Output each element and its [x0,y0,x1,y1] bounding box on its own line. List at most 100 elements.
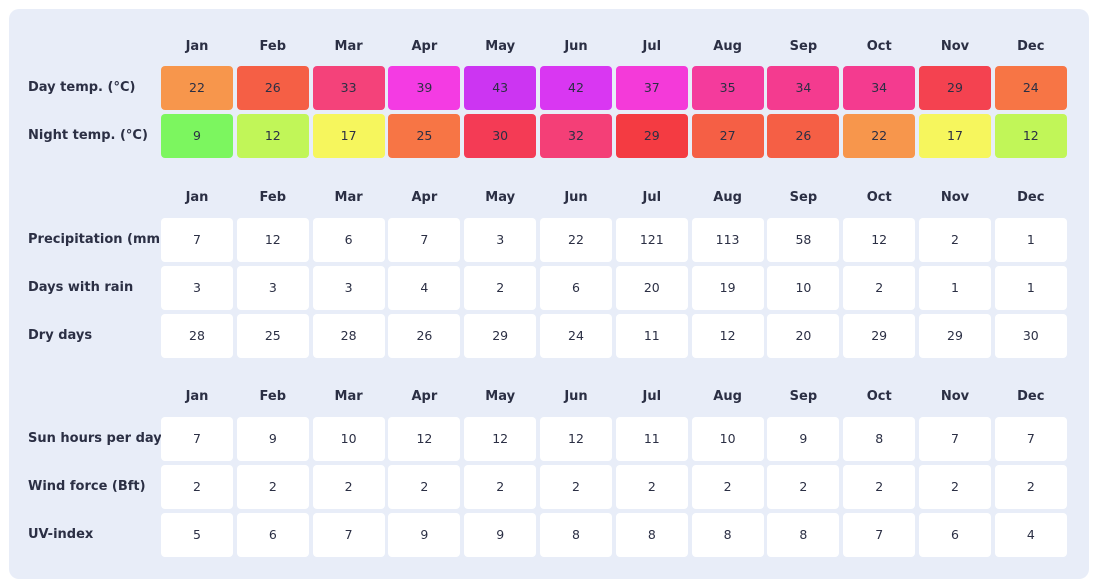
cell-mar: 33 [312,66,385,110]
cell-mar: 7 [312,513,385,557]
cell-dec: 12 [994,114,1067,158]
cell-dec: 24 [994,66,1067,110]
night-temp-row: Night temp. (°C) 9 12 17 25 30 32 29 27 26 22 17 12 [9,114,1089,158]
month-header-mar: Mar [334,389,363,404]
row-label: Day temp. (°C) [28,80,136,95]
cell-jan: 7 [161,218,233,262]
cell-may: 9 [464,513,537,557]
uv-index-row: UV-index 5 6 7 9 9 8 8 8 8 7 6 4 [9,513,1089,557]
month-header-jun: Jun [564,389,588,404]
month-header-dec: Dec [1017,190,1045,205]
cell-apr: 7 [388,218,461,262]
month-header-feb: Feb [259,190,287,205]
month-header-nov: Nov [940,39,970,54]
month-header-may: May [485,190,516,205]
cell-aug: 19 [691,266,764,310]
precipitation-row: Precipitation (mm) 7 12 6 7 3 22 121 113 58 12 2 1 [9,218,1089,262]
month-header-jul: Jul [642,39,662,54]
cell-jul: 37 [615,66,688,110]
cell-jun: 42 [540,66,612,110]
month-header-dec: Dec [1017,389,1045,404]
cell-oct: 12 [843,218,916,262]
cell-dec: 30 [994,314,1067,358]
cell-dec: 1 [994,218,1067,262]
cell-jun: 12 [540,417,612,461]
cell-dec: 1 [994,266,1067,310]
cell-aug: 113 [691,218,764,262]
month-header-nov: Nov [940,389,970,404]
cell-jul: 11 [615,314,688,358]
cell-sep: 9 [767,417,840,461]
month-header-may: May [485,39,516,54]
cell-jul: 11 [615,417,688,461]
climate-table-panel: Jan Feb Mar Apr May Jun Jul Aug Sep Oct Nov Dec Day… [9,9,1089,579]
cell-apr: 2 [388,465,461,509]
cell-may: 43 [464,66,537,110]
month-header-jul: Jul [642,190,662,205]
row-label: Precipitation (mm) [28,232,167,247]
month-header-jan: Jan [185,39,209,54]
month-header-dec: Dec [1017,39,1045,54]
cell-sep: 34 [767,66,840,110]
cell-oct: 8 [843,417,916,461]
cell-aug: 10 [691,417,764,461]
cell-nov: 2 [919,465,991,509]
cell-oct: 2 [843,465,916,509]
cell-aug: 8 [691,513,764,557]
cell-apr: 26 [388,314,461,358]
cell-apr: 25 [388,114,461,158]
cell-mar: 17 [312,114,385,158]
month-header-mar: Mar [334,190,363,205]
cell-may: 29 [464,314,537,358]
days-with-rain-row: Days with rain 3 3 3 4 2 6 20 19 10 2 1 1 [9,266,1089,310]
cell-aug: 27 [691,114,764,158]
cell-aug: 35 [691,66,764,110]
cell-jan: 7 [161,417,233,461]
cell-nov: 7 [919,417,991,461]
cell-nov: 1 [919,266,991,310]
month-header-oct: Oct [866,190,892,205]
cell-feb: 2 [236,465,309,509]
month-header-aug: Aug [713,190,742,205]
month-header-sep: Sep [789,389,818,404]
cell-apr: 4 [388,266,461,310]
cell-jul: 2 [615,465,688,509]
cell-apr: 12 [388,417,461,461]
month-header-apr: Apr [411,389,438,404]
cell-oct: 34 [843,66,916,110]
cell-dec: 4 [994,513,1067,557]
cell-may: 2 [464,266,537,310]
cell-jan: 5 [161,513,233,557]
cell-dec: 2 [994,465,1067,509]
cell-feb: 26 [236,66,309,110]
day-temp-row: Day temp. (°C) 22 26 33 39 43 42 37 35 34 34 29 24 [9,66,1089,110]
row-label: Dry days [28,328,93,343]
month-header-apr: Apr [411,190,438,205]
row-label: Wind force (Bft) [28,479,146,494]
row-label: UV-index [28,527,94,542]
month-header-row: Jan Feb Mar Apr May Jun Jul Aug Sep Oct Nov Dec [9,35,1089,59]
cell-oct: 7 [843,513,916,557]
month-header-jan: Jan [185,389,209,404]
month-header-row: Jan Feb Mar Apr May Jun Jul Aug Sep Oct Nov Dec [9,385,1089,409]
cell-sep: 8 [767,513,840,557]
cell-nov: 17 [919,114,991,158]
cell-jun: 6 [540,266,612,310]
month-header-jun: Jun [564,190,588,205]
cell-mar: 3 [312,266,385,310]
month-header-nov: Nov [940,190,970,205]
cell-mar: 28 [312,314,385,358]
cell-feb: 3 [236,266,309,310]
cell-jun: 2 [540,465,612,509]
cell-jun: 22 [540,218,612,262]
month-header-sep: Sep [789,39,818,54]
row-label: Days with rain [28,280,134,295]
cell-jul: 121 [615,218,688,262]
cell-oct: 22 [843,114,916,158]
cell-nov: 2 [919,218,991,262]
month-header-jan: Jan [185,190,209,205]
wind-force-row: Wind force (Bft) 2 2 2 2 2 2 2 2 2 2 2 2 [9,465,1089,509]
cell-sep: 26 [767,114,840,158]
cell-feb: 12 [236,218,309,262]
month-header-oct: Oct [866,39,892,54]
